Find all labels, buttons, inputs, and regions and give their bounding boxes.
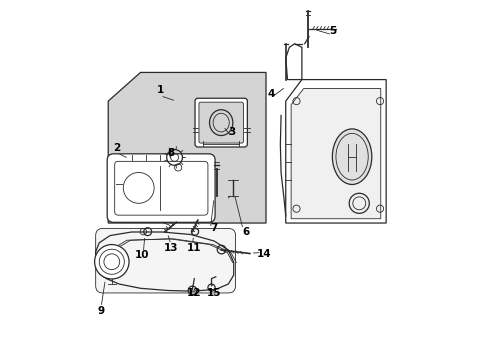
Circle shape (94, 244, 129, 279)
Text: 15: 15 (206, 288, 221, 298)
Text: 3: 3 (228, 127, 235, 136)
Text: 9: 9 (97, 306, 104, 316)
FancyBboxPatch shape (115, 161, 207, 215)
Text: 6: 6 (242, 227, 249, 237)
Polygon shape (96, 232, 233, 291)
FancyBboxPatch shape (195, 98, 247, 147)
Polygon shape (285, 80, 386, 223)
Text: 7: 7 (210, 224, 217, 233)
Text: 11: 11 (187, 243, 201, 253)
FancyBboxPatch shape (107, 154, 215, 222)
Text: 13: 13 (163, 243, 178, 253)
Ellipse shape (332, 129, 371, 184)
Polygon shape (285, 44, 301, 80)
FancyBboxPatch shape (199, 102, 243, 143)
Text: 8: 8 (167, 148, 174, 158)
Text: 14: 14 (256, 248, 271, 258)
Text: 2: 2 (113, 143, 121, 153)
FancyBboxPatch shape (96, 228, 235, 293)
Polygon shape (290, 89, 380, 219)
Polygon shape (108, 72, 265, 223)
Text: 12: 12 (187, 288, 201, 298)
Text: 10: 10 (135, 250, 149, 260)
Text: 1: 1 (156, 85, 163, 95)
Text: 5: 5 (328, 26, 335, 36)
Text: 4: 4 (267, 89, 275, 99)
